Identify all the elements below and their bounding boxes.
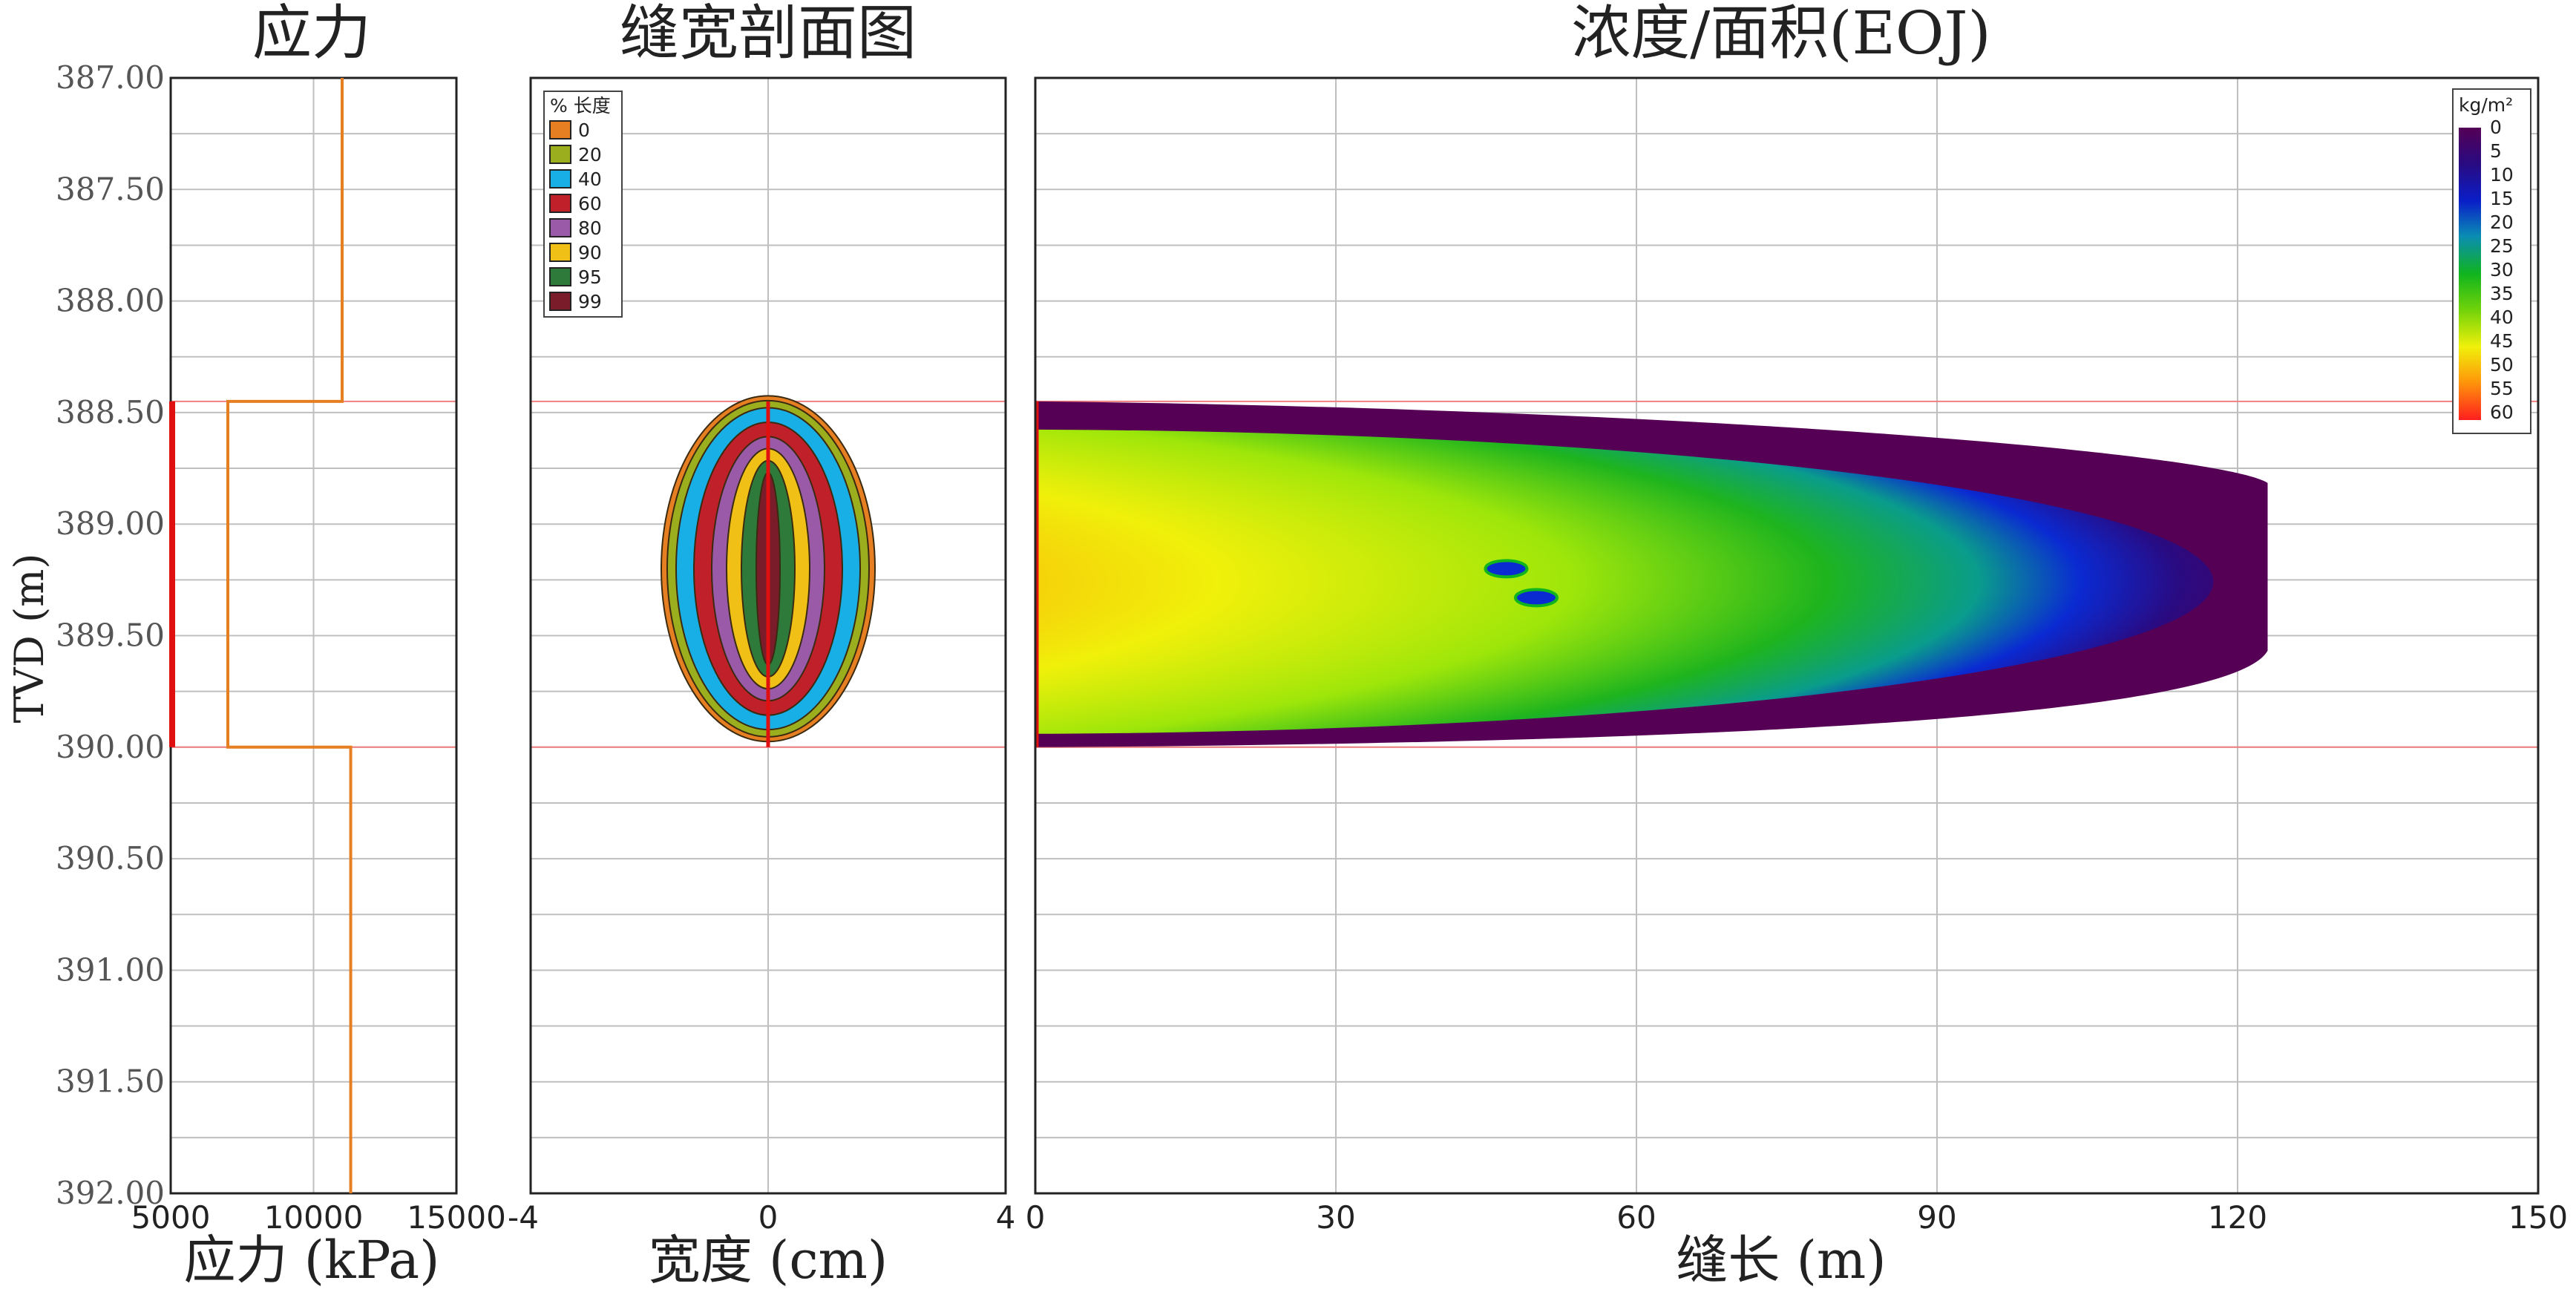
legend-title: % 长度 <box>550 95 611 117</box>
legend-label: 90 <box>578 242 602 263</box>
colorbar-tick-label: 60 <box>2490 401 2514 423</box>
y-tick-label: 390.00 <box>56 729 165 765</box>
colorbar-gradient <box>2459 128 2481 420</box>
colorbar-tick-label: 5 <box>2490 140 2502 162</box>
legend-swatch <box>549 292 571 311</box>
colorbar-unit: kg/m² <box>2459 94 2513 116</box>
colorbar-tick-label: 0 <box>2490 117 2502 138</box>
colorbar-tick-label: 10 <box>2490 164 2514 186</box>
concentration-plot-frame <box>1034 76 2540 1195</box>
legend-swatch <box>549 145 571 164</box>
y-axis-tick-labels: 387.00 387.50 388.00 388.50 389.00 389.50 390.… <box>56 59 165 1211</box>
legend-label: 99 <box>578 291 602 312</box>
x-tick-label: 5000 <box>131 1199 211 1236</box>
legend-swatch <box>549 120 571 140</box>
y-tick-label: 392.00 <box>56 1175 165 1211</box>
legend-label: 95 <box>578 266 602 288</box>
x-tick-label: 0 <box>1026 1199 1046 1236</box>
concentration-interior <box>1035 429 2214 734</box>
legend-swatch <box>549 169 571 188</box>
y-tick-label: 389.50 <box>56 617 165 654</box>
stress-profile-line <box>226 78 353 1193</box>
y-tick-label: 390.50 <box>56 840 165 876</box>
y-tick-label: 388.00 <box>56 283 165 319</box>
y-tick-label: 387.00 <box>56 59 165 96</box>
legend-label: 0 <box>578 119 590 141</box>
y-tick-label: 391.00 <box>56 951 165 988</box>
legend-label: 20 <box>578 144 602 165</box>
stress-x-axis-label: 应力 (kPa) <box>184 1230 440 1291</box>
x-tick-label: 0 <box>758 1199 779 1236</box>
colorbar-tick-label: 55 <box>2490 378 2514 399</box>
x-tick-label: 4 <box>996 1199 1016 1236</box>
x-tick-label: 150 <box>2508 1199 2568 1236</box>
y-tick-label: 388.50 <box>56 394 165 430</box>
concentration-x-axis-label: 缝长 (m) <box>1676 1230 1886 1291</box>
concentration-hole <box>1514 588 1559 608</box>
stress-x-tick-labels: 5000 10000 15000 <box>131 1199 506 1236</box>
x-tick-label: 60 <box>1616 1199 1656 1236</box>
concentration-gradient <box>1035 429 2214 734</box>
x-tick-label: 15000 <box>407 1199 506 1236</box>
y-axis-label: TVD (m) <box>6 554 53 724</box>
y-tick-label: 391.50 <box>56 1063 165 1100</box>
width-profile <box>661 395 876 747</box>
legend-label: 60 <box>578 193 602 214</box>
x-tick-label: 90 <box>1917 1199 1956 1236</box>
colorbar-tick-label: 45 <box>2490 330 2514 352</box>
x-tick-label: -4 <box>508 1199 539 1236</box>
x-tick-label: 30 <box>1316 1199 1355 1236</box>
colorbar-tick-label: 20 <box>2490 212 2514 233</box>
legend-swatch <box>549 218 571 237</box>
x-tick-label: 10000 <box>264 1199 364 1236</box>
concentration-hole <box>1484 559 1529 579</box>
y-tick-label: 389.00 <box>56 505 165 542</box>
legend-swatch <box>549 267 571 286</box>
colorbar-tick-label: 30 <box>2490 259 2514 281</box>
width-x-axis-label: 宽度 (cm) <box>649 1230 888 1291</box>
legend-label: 40 <box>578 168 602 190</box>
concentration-x-tick-labels: 0 30 60 90 120 150 <box>1026 1199 2568 1236</box>
colorbar-tick-label: 25 <box>2490 235 2514 257</box>
width-title: 缝宽剖面图 <box>620 0 917 68</box>
stress-title: 应力 <box>252 0 371 68</box>
concentration-field <box>1035 401 2268 747</box>
colorbar-tick-label: 40 <box>2490 306 2514 328</box>
width-plot-frame <box>529 76 1007 1195</box>
legend-swatch <box>549 194 571 213</box>
stress-series <box>169 78 353 1193</box>
x-tick-label: 120 <box>2208 1199 2267 1236</box>
colorbar-tick-label: 50 <box>2490 354 2514 376</box>
width-legend: % 长度0 20 40 60 80 90 95 99 <box>543 91 623 318</box>
stress-panel: 应力 387.00387.50388.00388.50389.00389.503… <box>6 0 506 1291</box>
stress-grid <box>171 77 456 1194</box>
legend-label: 80 <box>578 217 602 239</box>
colorbar-tick-label: 35 <box>2490 283 2514 304</box>
legend-swatch <box>549 243 571 262</box>
width-x-tick-labels: -4 0 4 <box>508 1199 1015 1236</box>
colorbar-tick-label: 15 <box>2490 188 2514 209</box>
y-tick-label: 387.50 <box>56 171 165 207</box>
concentration-title: 浓度/面积(EOJ) <box>1571 0 1990 68</box>
